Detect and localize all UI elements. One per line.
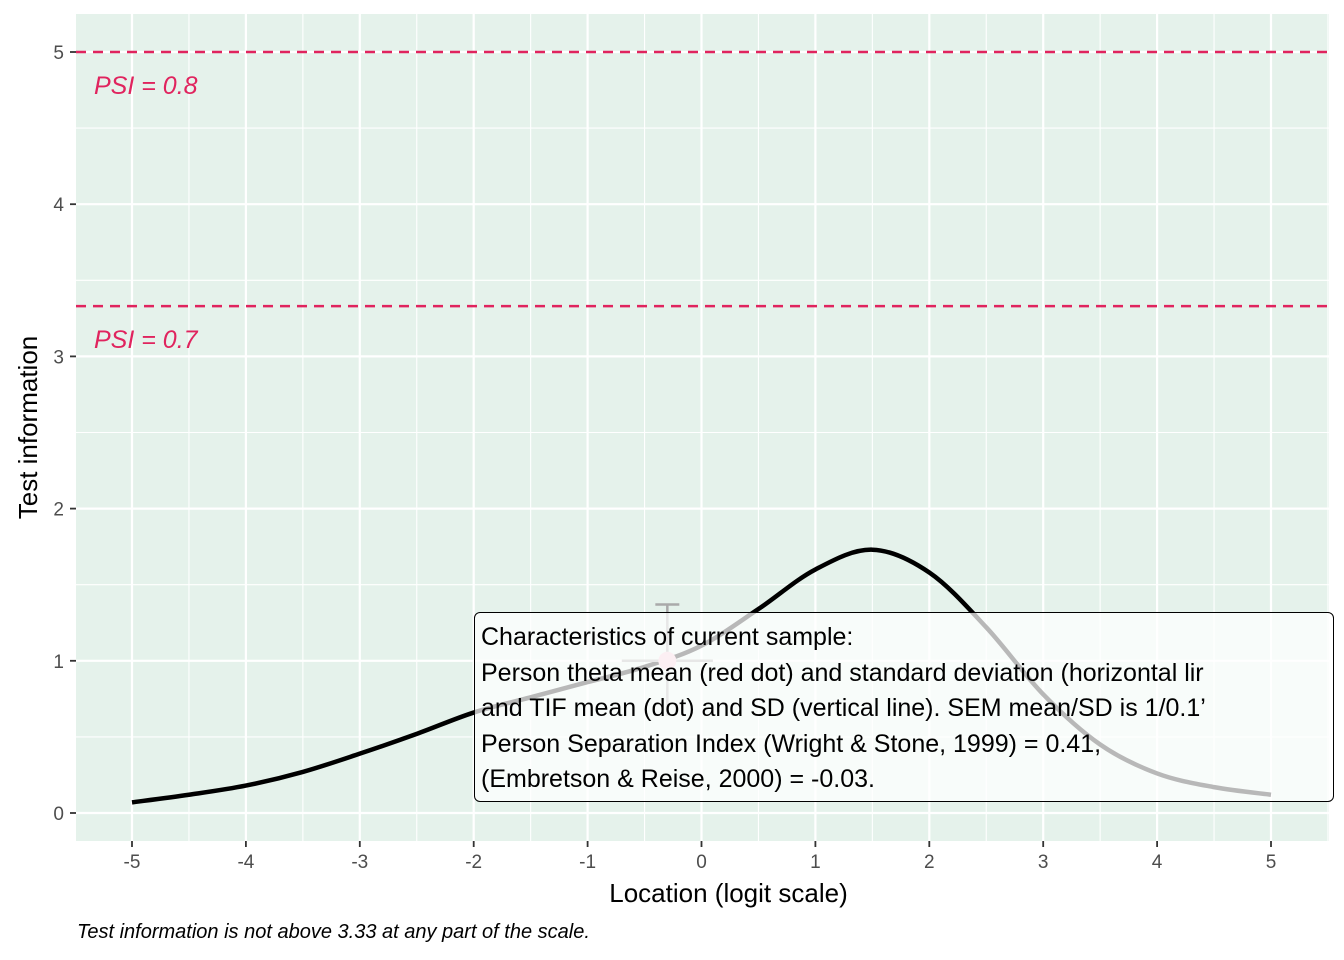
- x-tick-label: 1: [810, 852, 821, 873]
- y-tick-label: 1: [53, 652, 64, 673]
- y-tick-label: 2: [53, 500, 64, 521]
- x-tick-label: 5: [1266, 852, 1277, 873]
- y-tick-label: 5: [53, 43, 64, 64]
- psi-label: PSI = 0.8: [94, 72, 198, 100]
- x-tick-label: -3: [351, 852, 368, 873]
- y-tick-label: 4: [53, 195, 64, 216]
- y-axis-title: Test information: [13, 336, 43, 520]
- x-tick-label: -2: [465, 852, 482, 873]
- x-tick-label: 3: [1038, 852, 1049, 873]
- x-tick-label: -1: [579, 852, 596, 873]
- reference-lines: PSI = 0.8 PSI = 0.7: [76, 50, 1329, 354]
- annotation-line-5: (Embretson & Reise, 2000) = -0.03.: [481, 765, 875, 793]
- x-tick-label: 0: [696, 852, 707, 873]
- chart-caption: Test information is not above 3.33 at an…: [77, 921, 590, 943]
- x-tick-label: -4: [237, 852, 254, 873]
- x-tick-label: 4: [1152, 852, 1163, 873]
- annotation-line-4: Person Separation Index (Wright & Stone,…: [481, 729, 1102, 758]
- annotation-line-1: Characteristics of current sample:: [481, 623, 854, 651]
- annotation-line-3: and TIF mean (dot) and SD (vertical line…: [481, 694, 1206, 722]
- x-axis: -5 -4 -3 -2 -1 0 1 2 3 4 5: [124, 841, 1277, 873]
- psi-label: PSI = 0.7: [94, 326, 199, 354]
- x-axis-title: Location (logit scale): [609, 878, 847, 908]
- annotation-line-2: Person theta mean (red dot) and standard…: [481, 658, 1204, 687]
- y-axis: 0 1 2 3 4 5: [53, 43, 76, 825]
- x-tick-label: 2: [924, 852, 935, 873]
- y-tick-label: 0: [53, 804, 64, 825]
- x-tick-label: -5: [124, 852, 141, 873]
- y-tick-label: 3: [53, 347, 64, 368]
- annotation-box: Characteristics of current sample: Perso…: [474, 612, 1334, 802]
